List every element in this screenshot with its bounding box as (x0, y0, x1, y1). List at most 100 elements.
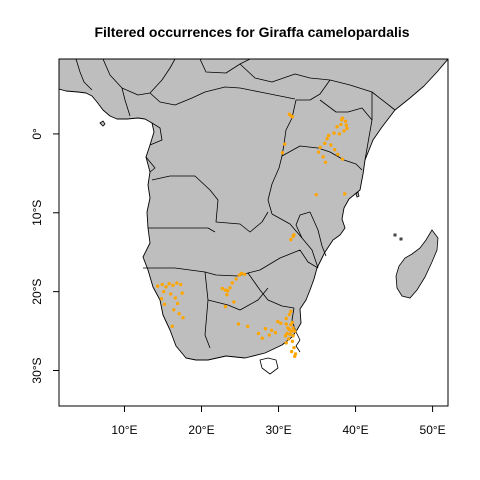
x-tick-label: 40°E (342, 423, 368, 437)
occurrence-point (279, 321, 283, 325)
country-borders (75, 59, 396, 375)
occurrence-point (167, 282, 171, 286)
occurrence-point (323, 141, 327, 146)
occurrence-point (170, 324, 174, 329)
africa-landmass (59, 59, 448, 361)
occurrence-point (326, 133, 331, 138)
y-axis: 0° 10°S 20°S 30°S (30, 128, 59, 384)
occurrence-point (256, 331, 261, 336)
occurrence-point (276, 319, 280, 324)
occurrence-point (175, 281, 179, 285)
occurrence-point (284, 341, 288, 345)
occurrence-point (280, 151, 285, 155)
x-tick-label: 30°E (265, 423, 291, 437)
occurrence-point (289, 323, 293, 327)
bioko-island (99, 120, 106, 127)
occurrence-point (284, 316, 288, 321)
occurrence-point (162, 289, 166, 294)
occurrence-point (340, 157, 345, 161)
occurrence-point (289, 309, 293, 314)
occurrence-point (162, 302, 167, 306)
map-layer (59, 59, 448, 375)
occurrence-point (343, 192, 347, 196)
comoros-islands (393, 233, 403, 241)
occurrence-point (291, 326, 295, 330)
occurrence-point (246, 324, 250, 329)
occurrence-point (287, 312, 292, 317)
occurrence-point (234, 277, 238, 281)
occurrence-point (228, 286, 232, 290)
occurrence-point (172, 308, 176, 312)
occurrence-point (293, 354, 297, 359)
occurrence-point (342, 129, 346, 133)
occurrence-points (155, 112, 349, 359)
occurrence-point (339, 122, 343, 127)
occurrence-point (168, 292, 173, 296)
occurrence-point (329, 143, 333, 147)
occurrence-point (175, 301, 180, 306)
occurrence-point (343, 119, 348, 124)
occurrence-point (332, 131, 336, 135)
occurrence-point (335, 125, 339, 129)
occurrence-point (232, 300, 236, 304)
occurrence-point (260, 336, 265, 340)
occurrence-point (273, 330, 278, 335)
occurrence-point (220, 286, 225, 291)
occurrence-point (344, 123, 349, 127)
occurrence-point (239, 271, 244, 276)
occurrence-point (289, 237, 293, 242)
occurrence-point (292, 233, 296, 237)
occurrence-point (282, 142, 287, 146)
occurrence-point (337, 132, 342, 136)
occurrence-point (291, 334, 295, 338)
x-tick-label: 20°E (188, 423, 214, 437)
occurrence-point (155, 284, 160, 288)
occurrence-point (325, 136, 329, 141)
occurrence-point (179, 282, 183, 287)
occurrence-point (225, 289, 230, 293)
occurrence-point (267, 333, 271, 337)
occurrence-point (290, 114, 295, 119)
occurrence-point (171, 283, 175, 288)
occurrence-point (164, 285, 168, 289)
occurrence-point (223, 304, 228, 309)
y-tick-label: 20°S (30, 279, 44, 305)
occurrence-point (293, 329, 297, 333)
occurrence-point (333, 147, 337, 152)
occurrence-point (316, 150, 321, 154)
chart-title: Filtered occurrences for Giraffa camelop… (94, 24, 409, 40)
occurrence-point (173, 296, 178, 300)
zanzibar-island (355, 191, 360, 198)
occurrence-point (242, 272, 247, 276)
occurrence-point (321, 155, 325, 159)
occurrence-point (287, 112, 292, 116)
occurrence-point (289, 349, 294, 354)
occurrence-point (292, 345, 296, 350)
occurrence-point (287, 327, 292, 332)
occurrence-point (180, 291, 184, 295)
occurrence-point (286, 337, 291, 341)
occurrence-point (269, 328, 274, 332)
occurrence-point (336, 152, 340, 157)
occurrence-point (159, 297, 164, 301)
occurrence-point (160, 282, 164, 287)
occurrence-point (236, 322, 241, 326)
x-tick-label: 10°E (111, 423, 137, 437)
occurrence-point (290, 339, 295, 344)
occurrence-point (284, 322, 288, 326)
occurrence-point (345, 126, 349, 131)
occurrence-point (283, 334, 288, 338)
madagascar (395, 229, 439, 299)
occurrence-point (225, 293, 229, 297)
plot-frame (58, 58, 449, 407)
y-tick-label: 0° (30, 128, 44, 140)
x-axis: 10°E 20°E 30°E 40°E 50°E (111, 406, 446, 437)
y-tick-label: 10°S (30, 200, 44, 226)
occurrence-point (181, 315, 185, 320)
x-tick-label: 50°E (420, 423, 446, 437)
occurrence-point (339, 118, 344, 122)
occurrence-point (177, 312, 181, 316)
y-tick-label: 30°S (30, 357, 44, 383)
occurrence-point (288, 332, 292, 336)
